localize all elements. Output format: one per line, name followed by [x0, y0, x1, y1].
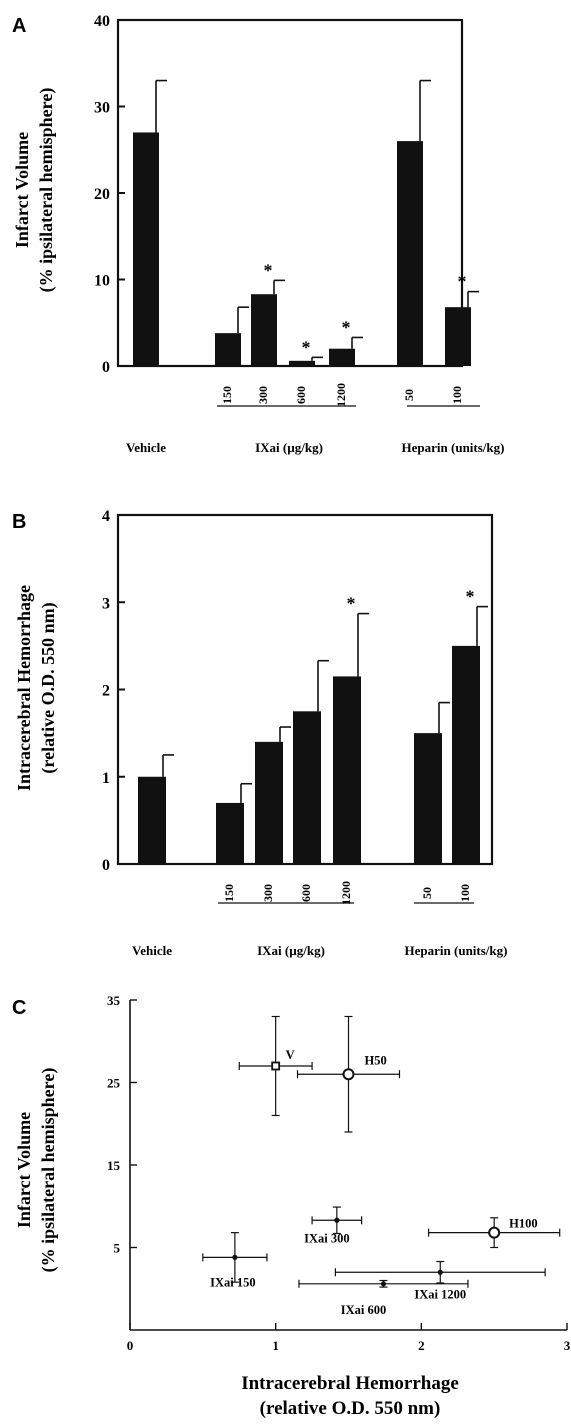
panel-b-bar [138, 776, 166, 864]
panel-c-ytick-label: 25 [107, 1076, 121, 1091]
panel-a-ylabel-units: (% ipsilateral hemisphere) [36, 88, 57, 293]
panel-a-ylabel: Infarct Volume [12, 132, 32, 248]
panel-a-group-label: Heparin (units/kg) [402, 440, 505, 455]
panel-b-bar [333, 676, 361, 864]
panel-a-category-label: 300 [256, 386, 270, 404]
panel-b-category-label: 100 [458, 884, 472, 902]
panel-a-significance-star: * [302, 337, 311, 357]
panel-a-category-label: 50 [402, 389, 416, 401]
panel-c-xtick-label: 0 [127, 1338, 134, 1353]
panel-c-point-label: V [286, 1048, 295, 1062]
panel-c-xlabel: Intracerebral Hemorrhage [241, 1373, 459, 1394]
panel-b-category-label: 1200 [339, 881, 353, 905]
panel-a-significance-star: * [342, 317, 351, 337]
panel-b-ylabel: Intracerebral Hemorrhage [14, 585, 34, 791]
panel-b-ytick-label: 3 [102, 595, 110, 612]
panel-c-ytick-label: 5 [114, 1241, 121, 1256]
panel-a-ytick-label: 10 [94, 273, 110, 290]
panel-a-bar [133, 132, 159, 366]
panel-c-point-label: H50 [365, 1053, 387, 1067]
panel-a-group-label: Vehicle [126, 440, 166, 455]
panel-c-ylabel: Infarct Volume [14, 1112, 34, 1228]
panel-a-label: A [12, 15, 26, 37]
panel-c-point-marker [342, 1068, 355, 1081]
panel-c-xtick-label: 1 [272, 1338, 279, 1353]
panel-b-significance-star: * [466, 587, 475, 607]
panel-b-bar [452, 645, 480, 864]
panel-c-point-marker [271, 1061, 281, 1071]
panel-c-point-marker [232, 1254, 238, 1260]
panel-a-bar [445, 307, 471, 366]
panel-a-significance-star: * [264, 260, 273, 280]
panel-a-bar [397, 141, 423, 366]
panel-b-group-label: Heparin (units/kg) [405, 943, 508, 958]
panel-b-bar [293, 711, 321, 864]
panel-c-xlabel-units: (relative O.D. 550 nm) [260, 1398, 441, 1419]
panel-b-ylabel-units: (relative O.D. 550 nm) [38, 602, 59, 773]
panel-a-category-label: 600 [294, 386, 308, 404]
panel-a-significance-star: * [458, 272, 467, 292]
panel-c-point-marker [488, 1226, 501, 1239]
panel-b-category-label: 50 [420, 887, 434, 899]
panel-b-bar [216, 802, 244, 864]
panel-c-ylabel-units: (% ipsilateral hemisphere) [38, 1068, 59, 1273]
panel-b-label: B [12, 511, 26, 533]
panel-a-category-label: 1200 [334, 383, 348, 407]
panel-b-significance-star: * [347, 594, 356, 614]
panel-b-ytick-label: 0 [102, 857, 110, 874]
panel-b-group-label: Vehicle [132, 943, 172, 958]
panel-c-point-marker [437, 1269, 443, 1275]
panel-a-ytick-label: 30 [94, 100, 110, 117]
panel-a-ytick-label: 0 [102, 359, 110, 376]
panel-b-bar [414, 733, 442, 864]
panel-b-category-label: 600 [299, 884, 313, 902]
panel-c-point-label: H100 [509, 1217, 537, 1231]
panel-a-bar [215, 333, 241, 366]
panel-b-ytick-label: 2 [102, 683, 110, 700]
panel-c-xtick-label: 3 [564, 1338, 571, 1353]
panel-b-category-label: 300 [261, 884, 275, 902]
panel-b-category-label: 150 [222, 884, 236, 902]
panel-a-bar [289, 360, 315, 366]
panel-c-point-label: IXai 150 [210, 1275, 256, 1289]
panel-c-label: C [12, 997, 26, 1019]
panel-c-ytick-label: 15 [107, 1158, 121, 1173]
panel-c-xtick-label: 2 [418, 1338, 425, 1353]
panel-c-point-label: IXai 1200 [414, 1287, 466, 1301]
panel-b-group-label: IXai (µg/kg) [257, 943, 325, 958]
panel-a-bar [251, 294, 277, 366]
panel-a-ytick-label: 20 [94, 186, 110, 203]
panel-a-category-label: 150 [220, 386, 234, 404]
panel-c-point-label: IXai 600 [341, 1303, 387, 1317]
panel-c-point-marker [380, 1281, 387, 1287]
panel-c-ytick-label: 35 [107, 993, 121, 1008]
panel-b-ytick-label: 4 [102, 508, 110, 525]
panel-a-category-label: 100 [450, 386, 464, 404]
panel-c-point-marker [334, 1217, 340, 1223]
panel-a-ytick-label: 40 [94, 13, 110, 30]
panel-a-bar [329, 348, 355, 366]
panel-b-bar [255, 741, 283, 864]
panel-a-group-label: IXai (µg/kg) [255, 440, 323, 455]
panel-c-point-label: IXai 300 [304, 1231, 350, 1245]
panel-b-ytick-label: 1 [102, 770, 110, 787]
